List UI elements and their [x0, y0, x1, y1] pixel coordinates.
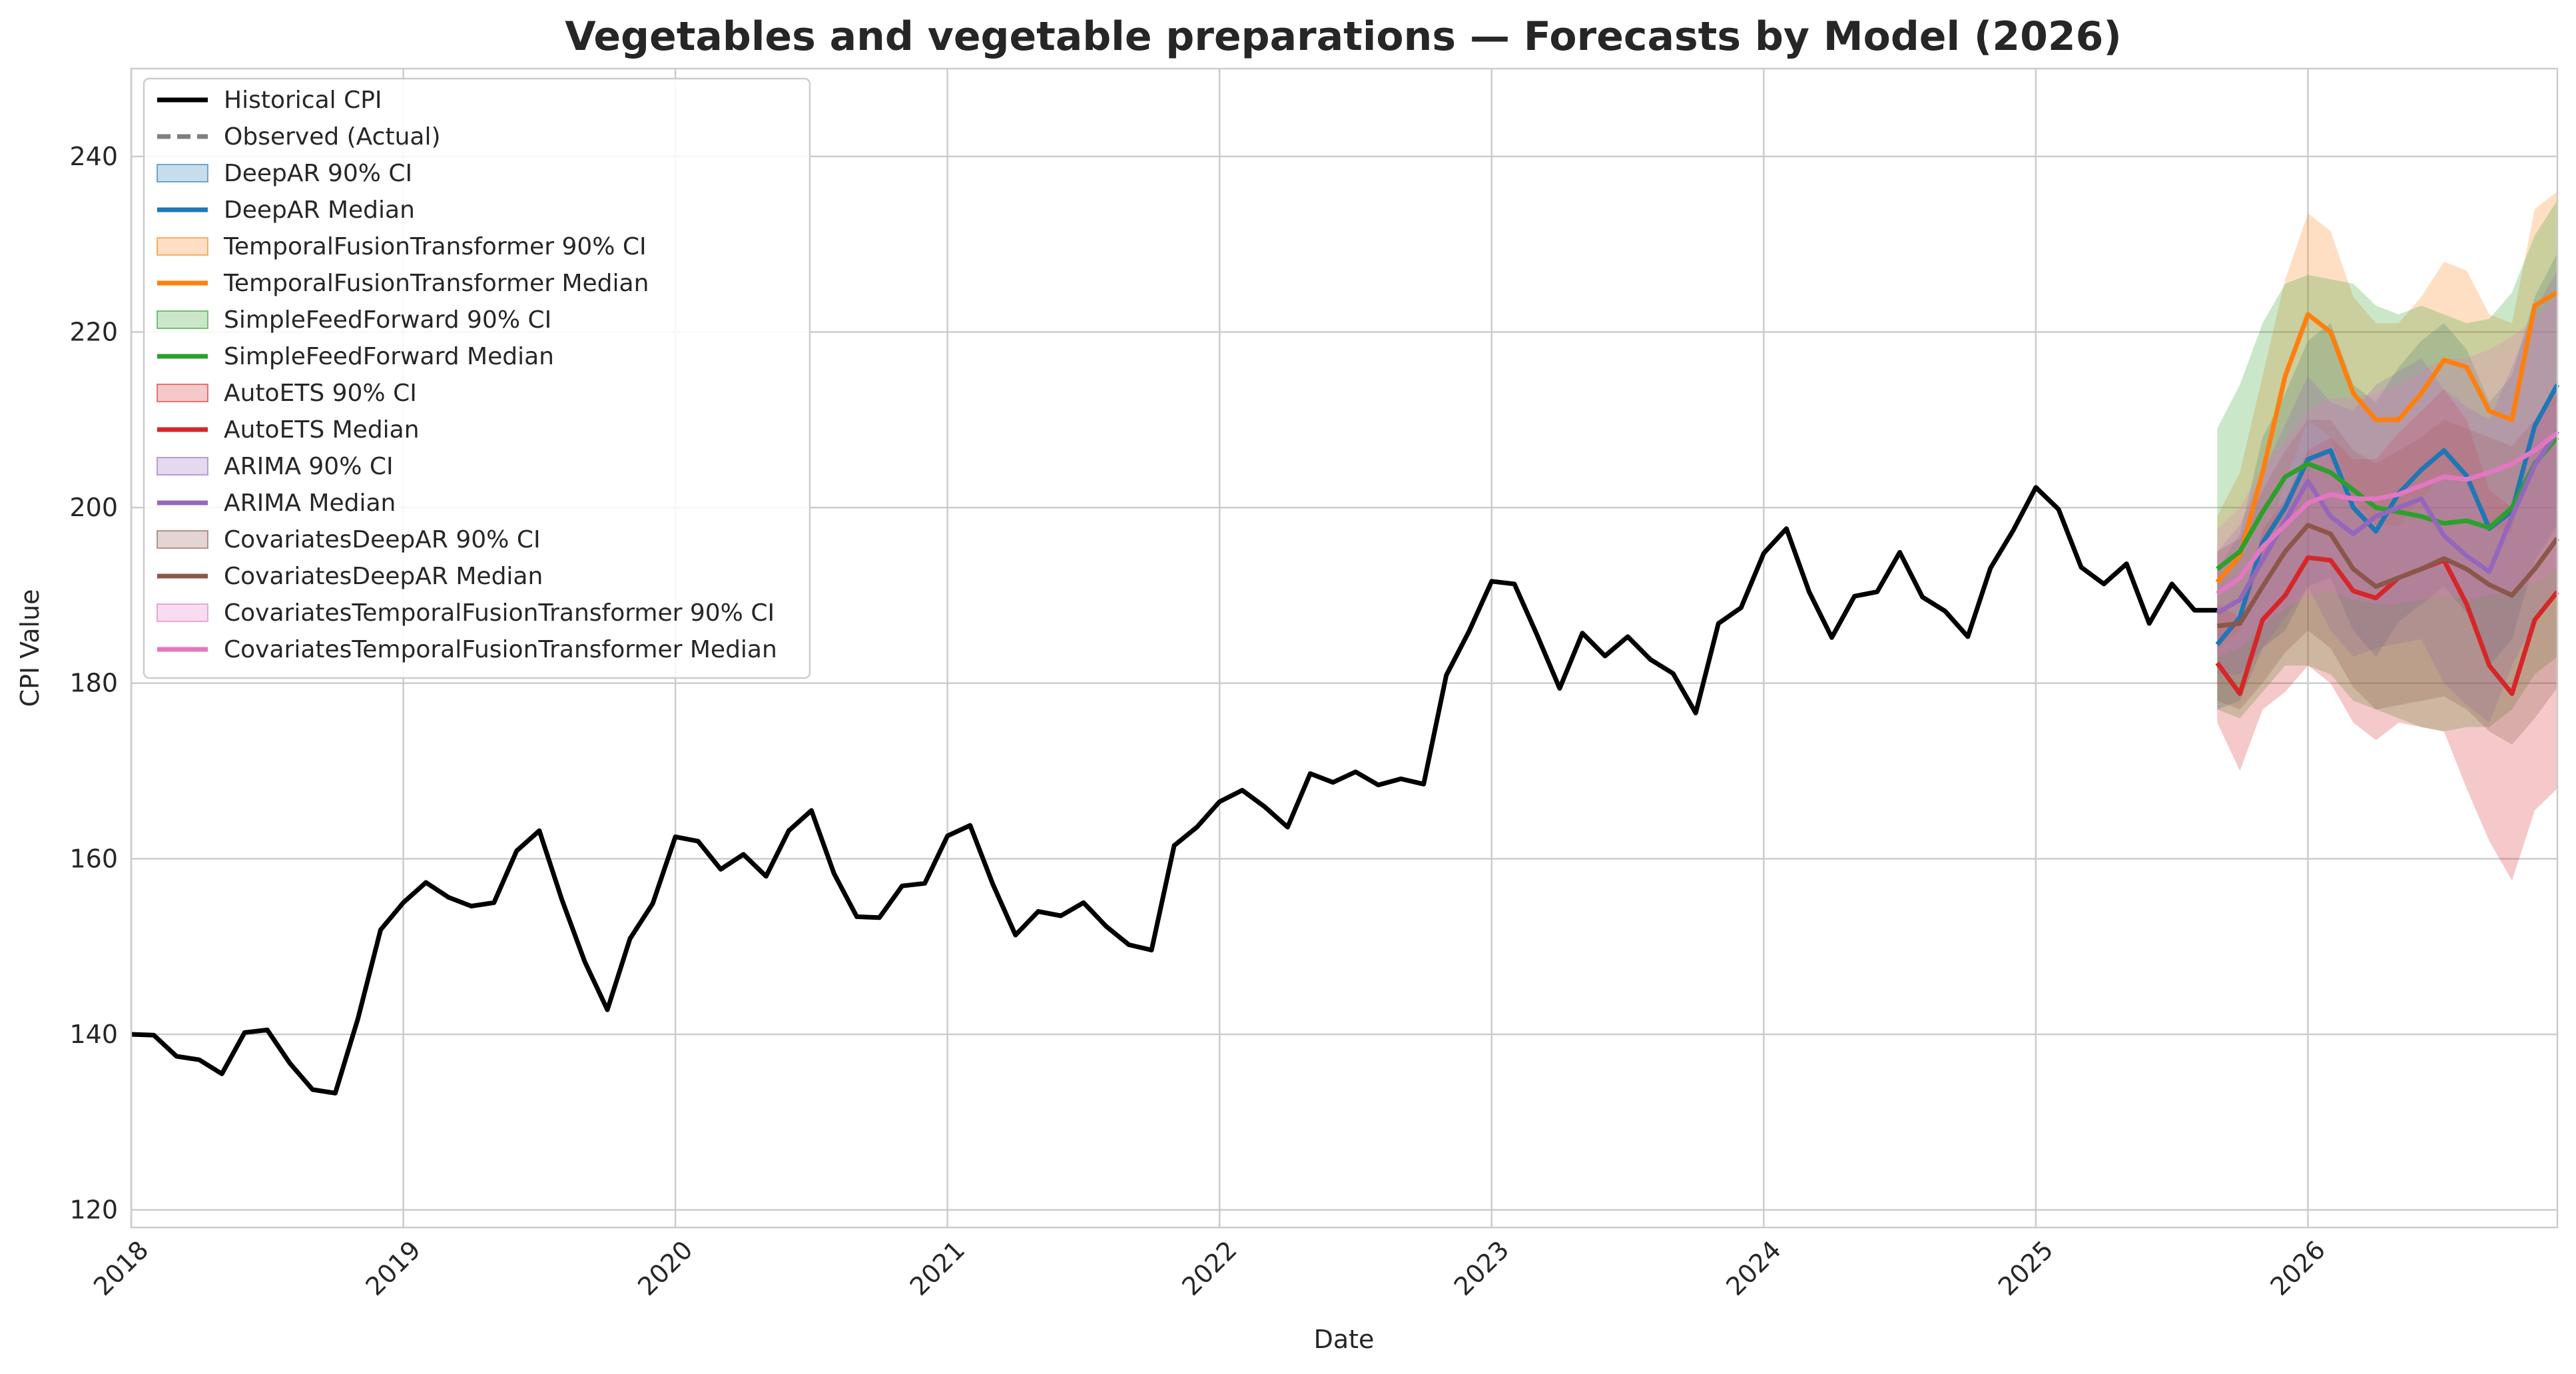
y-tick-label: 140 — [69, 1020, 118, 1049]
legend-label: CovariatesTemporalFusionTransformer Medi… — [224, 636, 777, 663]
y-tick-label: 200 — [69, 493, 118, 522]
legend-label: SimpleFeedForward 90% CI — [224, 306, 551, 334]
legend-box — [143, 77, 811, 679]
legend-label: DeepAR Median — [224, 196, 415, 224]
legend-patch-swatch — [157, 164, 208, 182]
historical-cpi-line — [131, 485, 2218, 1096]
x-axis-label: Date — [1314, 1325, 1375, 1354]
median-line-arima — [2216, 430, 2559, 615]
median-line-covariatestemporalfusiontransformer — [2216, 431, 2559, 596]
median-line-autoets — [2215, 555, 2559, 696]
legend-patch-swatch — [157, 237, 208, 256]
legend-patch-swatch — [157, 310, 208, 329]
y-tick-label: 160 — [69, 844, 118, 873]
legend-label: CovariatesDeepAR Median — [224, 563, 543, 590]
legend-label: ARIMA Median — [224, 490, 396, 517]
legend-patch-swatch — [157, 457, 208, 476]
ci-band-deepar — [2217, 252, 2557, 710]
series-line-layer — [131, 290, 2560, 1096]
legend-patch-swatch — [157, 384, 208, 402]
legend-label: Observed (Actual) — [224, 123, 441, 151]
legend-label: Historical CPI — [224, 87, 382, 114]
median-line-temporalfusiontransformer — [2215, 290, 2559, 584]
y-tick-label: 180 — [69, 669, 118, 698]
legend-label: SimpleFeedForward Median — [224, 343, 554, 370]
y-tick-label: 220 — [69, 317, 118, 346]
legend-label: DeepAR 90% CI — [224, 160, 412, 187]
legend-label: AutoETS Median — [224, 416, 420, 444]
legend-label: TemporalFusionTransformer Median — [223, 270, 649, 297]
legend-label: ARIMA 90% CI — [224, 453, 394, 480]
legend-patch-swatch — [157, 603, 208, 622]
plot-frame — [130, 67, 2559, 1229]
legend-label: AutoETS 90% CI — [224, 380, 417, 407]
legend-patch-swatch — [157, 530, 208, 549]
median-line-covariatesdeepar — [2216, 523, 2559, 629]
y-tick-label: 240 — [69, 142, 118, 171]
legend-label: CovariatesDeepAR 90% CI — [224, 526, 541, 553]
y-tick-label: 120 — [69, 1196, 118, 1225]
chart-title: Vegetables and vegetable preparations — … — [565, 13, 2122, 60]
legend: Historical CPI Observed (Actual) DeepAR 90… — [143, 77, 811, 679]
legend-label: CovariatesTemporalFusionTransformer 90% … — [224, 599, 775, 627]
legend-label: TemporalFusionTransformer 90% CI — [223, 233, 647, 260]
y-axis-label: CPI Value — [15, 589, 45, 707]
ci-band-autoets — [2217, 389, 2557, 881]
